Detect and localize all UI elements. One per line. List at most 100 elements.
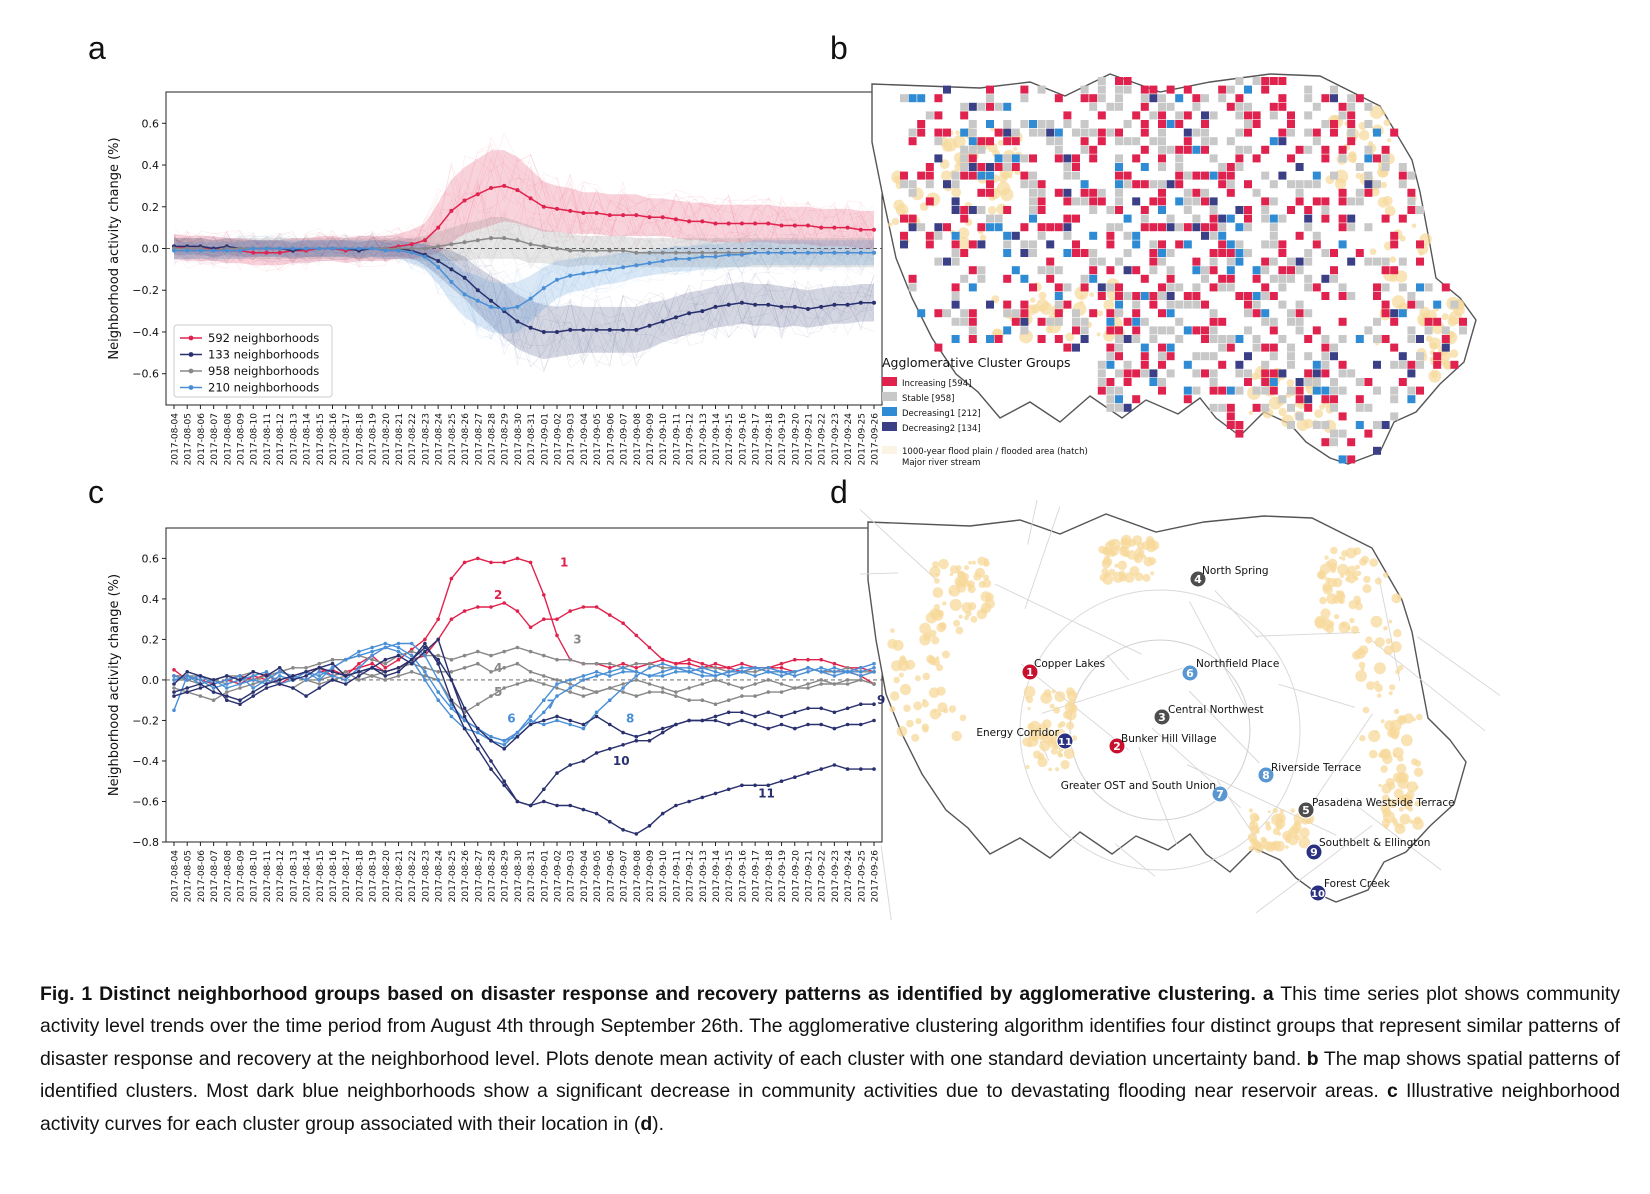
cluster-cell	[1123, 360, 1132, 369]
cluster-cell	[1037, 206, 1046, 214]
y-tick-label: 0.0	[142, 674, 160, 687]
cluster-cell	[1441, 343, 1450, 352]
data-point	[462, 653, 467, 658]
individual-curve	[173, 233, 875, 340]
cluster-cell	[1020, 240, 1029, 249]
data-point	[264, 674, 269, 678]
data-point	[819, 666, 823, 670]
cluster-cell	[1269, 274, 1278, 283]
flood-patch	[1382, 572, 1389, 578]
std-band	[174, 238, 874, 360]
cluster-cell	[1183, 360, 1192, 369]
data-point	[317, 686, 322, 690]
data-point	[647, 250, 652, 255]
cluster-cell	[1244, 292, 1252, 300]
x-tick-label: 2017-09-21	[804, 413, 814, 465]
cluster-cell	[1269, 240, 1278, 249]
data-point	[409, 246, 414, 251]
data-point	[383, 674, 388, 678]
flood-patch	[1383, 626, 1388, 631]
data-point	[660, 657, 665, 662]
map-d: 1 Copper Lakes 2 Bunker Hill Village 3 C…	[860, 500, 1500, 920]
data-point	[542, 674, 546, 678]
location-marker-10: 10 Forest Creek	[1309, 878, 1391, 902]
cluster-cell	[1115, 309, 1123, 318]
curve-label: 8	[626, 711, 634, 725]
cluster-cell	[1278, 102, 1287, 111]
cluster-cell	[951, 283, 960, 292]
cluster-cell	[1089, 206, 1098, 214]
cluster-cell	[1416, 352, 1424, 361]
flood-patch	[1359, 735, 1366, 742]
data-point	[726, 670, 731, 674]
individual-curve	[173, 235, 875, 362]
flood-patch	[1322, 582, 1332, 592]
data-point	[594, 661, 599, 666]
flood-patch	[1103, 299, 1115, 311]
flood-patch	[933, 709, 937, 714]
x-tick-label: 2017-08-24	[435, 413, 445, 466]
cluster-cell	[1029, 197, 1037, 206]
cluster-cell	[1149, 369, 1158, 378]
cluster-cell	[1338, 154, 1347, 163]
data-point	[330, 661, 335, 666]
cluster-cell	[1158, 386, 1166, 395]
cluster-cell	[1192, 128, 1201, 137]
cluster-cell	[1072, 309, 1080, 318]
data-point	[726, 722, 731, 727]
data-point	[330, 246, 335, 251]
data-point	[476, 730, 480, 735]
cluster-cell	[943, 309, 951, 318]
flood-patch	[1319, 596, 1327, 605]
cluster-cell	[1046, 223, 1055, 232]
data-point	[832, 682, 837, 686]
data-point	[264, 670, 269, 674]
cluster-cell	[1364, 171, 1373, 180]
cluster-cell	[1416, 386, 1424, 395]
cluster-cell	[1054, 292, 1063, 300]
flood-patch	[1387, 138, 1392, 143]
flood-patch	[1383, 119, 1391, 127]
data-point	[753, 666, 757, 670]
data-point	[515, 609, 520, 613]
flood-patch	[1395, 669, 1401, 675]
data-point	[726, 787, 731, 792]
cluster-cell	[1115, 386, 1123, 395]
data-point	[304, 666, 308, 670]
data-point	[515, 304, 520, 309]
data-point	[766, 783, 771, 788]
flood-patch	[1388, 691, 1393, 696]
cluster-cell	[1433, 300, 1442, 309]
cluster-cell	[1338, 429, 1347, 438]
x-tick-label: 2017-09-23	[831, 850, 841, 902]
data-point	[819, 250, 824, 255]
cluster-cell	[1063, 171, 1072, 180]
data-point	[225, 674, 229, 678]
cluster-cell	[1407, 386, 1416, 395]
cluster-cell	[1433, 352, 1442, 361]
cluster-cell	[943, 85, 951, 94]
flood-patch	[893, 676, 900, 684]
cluster-cell	[1192, 283, 1201, 292]
cluster-cell	[1312, 231, 1321, 240]
data-point	[793, 686, 797, 690]
x-tick-label: 2017-08-31	[527, 413, 537, 465]
data-point	[647, 824, 652, 828]
cluster-cell	[1347, 197, 1356, 206]
data-point	[673, 315, 678, 320]
data-point	[568, 678, 572, 682]
flood-patch	[1096, 332, 1101, 337]
cluster-cell	[1140, 274, 1149, 283]
flood-patch	[949, 572, 954, 577]
cluster-cell	[934, 309, 943, 318]
cluster-cell	[1063, 249, 1072, 257]
cluster-cell	[1166, 266, 1175, 275]
cluster-cell	[917, 120, 926, 128]
cluster-cell	[1201, 352, 1209, 361]
marker-number: 8	[1262, 769, 1270, 782]
cluster-cell	[1321, 395, 1330, 404]
data-point	[634, 670, 639, 674]
cluster-cell	[1183, 197, 1192, 206]
cluster-cell	[1433, 360, 1442, 369]
cluster-cell	[1097, 386, 1106, 395]
